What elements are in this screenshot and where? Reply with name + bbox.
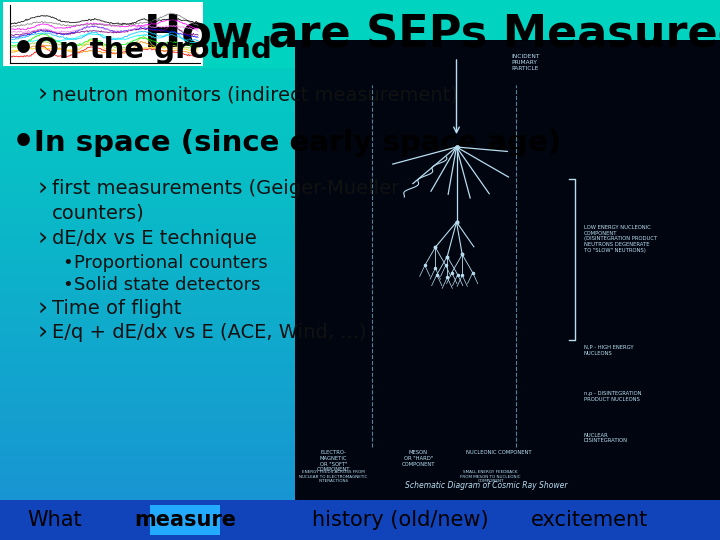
Text: •: • (12, 126, 35, 160)
Text: ›: › (38, 227, 48, 251)
Text: •: • (12, 33, 35, 67)
Text: Schematic Diagram of Cosmic Ray Shower: Schematic Diagram of Cosmic Ray Shower (405, 481, 568, 490)
Text: ›: › (38, 321, 48, 345)
Text: INCIDENT
PRIMARY
PARTICLE: INCIDENT PRIMARY PARTICLE (511, 54, 540, 71)
Text: ›: › (38, 297, 48, 321)
Text: ›: › (38, 83, 48, 107)
Text: Proportional counters: Proportional counters (74, 254, 268, 272)
Text: first measurements (Geiger-Mueller: first measurements (Geiger-Mueller (52, 179, 400, 199)
Bar (0, 500, 720, 540)
Text: SMALL ENERGY FEEDBACK
FROM MESON TO NUCLEONIC
COMPONENT: SMALL ENERGY FEEDBACK FROM MESON TO NUCL… (460, 470, 521, 483)
Text: N,P - HIGH ENERGY
NUCLEONS: N,P - HIGH ENERGY NUCLEONS (584, 345, 634, 356)
Bar (0, 0, 720, 68)
Text: •: • (62, 276, 73, 294)
Bar (150, 505, 220, 535)
Text: history (old/new): history (old/new) (312, 510, 488, 530)
Text: Solid state detectors: Solid state detectors (74, 276, 261, 294)
Text: •: • (62, 254, 73, 272)
Bar (3, 2, 203, 66)
Text: On the ground: On the ground (34, 36, 272, 64)
Text: measure: measure (134, 510, 236, 530)
Text: ELECTRO-
MAGNETIC
OR "SOFT"
COMPONENT: ELECTRO- MAGNETIC OR "SOFT" COMPONENT (317, 450, 350, 472)
Text: ENERGY FEEDS ACROSS FROM
NUCLEAR TO ELECTROMAGNETIC
INTERACTIONS: ENERGY FEEDS ACROSS FROM NUCLEAR TO ELEC… (299, 470, 367, 483)
Text: In space (since early space age): In space (since early space age) (34, 129, 561, 157)
Text: neutron monitors (indirect measurement): neutron monitors (indirect measurement) (52, 85, 458, 105)
Bar (295, 40, 720, 502)
Text: E/q + dE/dx vs E (ACE, Wind, ...): E/q + dE/dx vs E (ACE, Wind, ...) (52, 323, 366, 342)
Text: ›: › (38, 177, 48, 201)
Text: counters): counters) (52, 204, 145, 222)
Text: NUCLEONIC COMPONENT: NUCLEONIC COMPONENT (466, 450, 532, 455)
Text: MESON
OR "HARD"
COMPONENT: MESON OR "HARD" COMPONENT (402, 450, 435, 467)
Text: NUCLEAR
DISINTEGRATION: NUCLEAR DISINTEGRATION (584, 433, 628, 443)
Text: dE/dx vs E technique: dE/dx vs E technique (52, 230, 257, 248)
Text: How are SEPs Measured?: How are SEPs Measured? (144, 12, 720, 56)
Text: Time of flight: Time of flight (52, 300, 181, 319)
Text: LOW ENERGY NUCLEONIC
COMPONENT
(DISINTEGRATION PRODUCT
NEUTRONS DEGENERATE
TO "S: LOW ENERGY NUCLEONIC COMPONENT (DISINTEG… (584, 225, 657, 253)
Text: What: What (27, 510, 82, 530)
Text: excitement: excitement (531, 510, 649, 530)
Text: n,p - DISINTEGRATION
PRODUCT NUCLEONS: n,p - DISINTEGRATION PRODUCT NUCLEONS (584, 391, 642, 402)
